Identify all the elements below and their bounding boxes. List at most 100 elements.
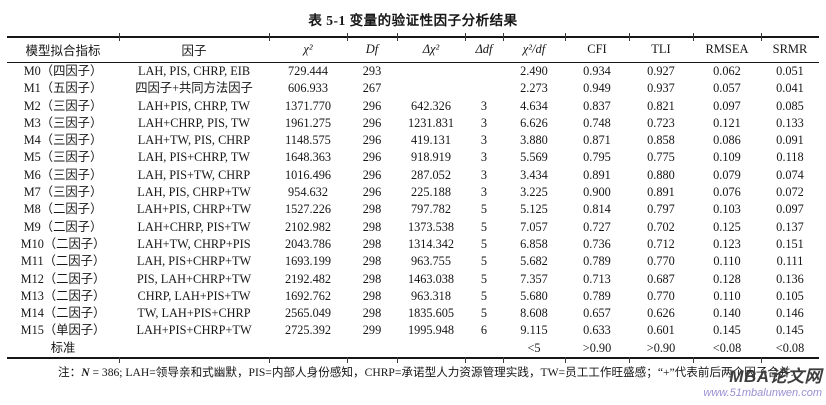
cell-df: 298 — [362, 306, 382, 321]
table-row: M1（五因子） 四因子+共同方法因子 606.933 267 2.273 0.949 0.9… — [7, 80, 819, 97]
cell-rmsea: 0.109 — [713, 150, 741, 165]
table-row: M4（三因子） LAH+TW, PIS, CHRP 1148.575 296 419.1… — [7, 132, 819, 149]
cell-chi2: 606.933 — [288, 81, 328, 96]
cell-ratio: 5.680 — [520, 288, 548, 303]
cell-dchi2: 642.326 — [411, 98, 451, 113]
column-header-chi2: χ² — [268, 34, 347, 63]
table-row: M13（二因子） CHRP, LAH+PIS+TW 1692.762 298 963.3… — [7, 288, 819, 305]
cell-tli: 0.626 — [647, 306, 675, 321]
column-header-srmr: SRMR — [760, 34, 819, 63]
cell-df: 296 — [362, 167, 382, 182]
cell-dchi2: 1835.605 — [407, 306, 455, 321]
cell-cfi: 0.891 — [583, 167, 611, 182]
cell-model: M4（三因子） — [23, 133, 103, 148]
table-body: M0（四因子） LAH, PIS, CHRP, EIB 729.444 293 2.49… — [7, 63, 819, 364]
cell-ratio: 9.115 — [520, 323, 548, 338]
cell-tli: 0.687 — [647, 271, 675, 286]
table-row: M12（二因子） PIS, LAH+CHRP+TW 2192.482 298 1463.… — [7, 271, 819, 288]
cell-factors: CHRP, LAH+PIS+TW — [137, 288, 251, 303]
cell-chi2: 1648.363 — [284, 150, 332, 165]
cell-ratio: 5.125 — [520, 202, 548, 217]
cell-cfi: 0.795 — [583, 150, 611, 165]
cell-ratio: 7.357 — [520, 271, 548, 286]
cell-factors: LAH+PIS, CHRP+TW — [136, 202, 252, 217]
cell-ratio: 5.682 — [520, 254, 548, 269]
table-row: M9（二因子） LAH+CHRP, PIS+TW 2102.982 298 1373.5… — [7, 219, 819, 236]
cell-tli: 0.775 — [647, 150, 675, 165]
column-header-model: 模型拟合指标 — [7, 36, 119, 63]
column-header-df: Df — [346, 34, 397, 63]
cell-dchi2: 918.919 — [411, 150, 451, 165]
table-note: 注：N = 386; LAH=领导亲和式幽默，PIS=内部人身份感知，CHRP=… — [58, 364, 826, 380]
cell-cfi: 0.748 — [583, 115, 611, 130]
cell-ddf: 5 — [480, 288, 488, 303]
cell-srmr: 0.133 — [776, 115, 804, 130]
cell-ratio: 2.273 — [520, 81, 548, 96]
cell-chi2: 2192.482 — [284, 271, 332, 286]
cell-ddf — [465, 80, 503, 97]
standard-cell-ddf — [464, 339, 503, 364]
cell-rmsea: 0.110 — [713, 254, 741, 269]
cell-model: M8（二因子） — [23, 202, 103, 217]
cell-factors: LAH+TW, PIS, CHRP — [137, 133, 251, 148]
cell-ddf: 5 — [480, 202, 488, 217]
cell-dchi2: 225.188 — [411, 185, 451, 200]
standard-cell-rmsea: <0.08 — [692, 339, 761, 364]
cell-srmr: 0.072 — [776, 185, 804, 200]
cell-ratio: 3.880 — [520, 133, 548, 148]
cell-chi2: 1148.575 — [285, 133, 331, 148]
cell-tli: 0.880 — [647, 167, 675, 182]
cell-ratio: 8.608 — [520, 306, 548, 321]
cell-df: 296 — [362, 133, 382, 148]
table-row: M5（三因子） LAH, PIS+CHRP, TW 1648.363 296 918.9… — [7, 149, 819, 166]
cell-ddf: 3 — [480, 98, 488, 113]
cell-chi2: 2102.982 — [284, 219, 332, 234]
cell-srmr: 0.085 — [776, 98, 804, 113]
cell-ddf: 5 — [480, 271, 488, 286]
cell-cfi: 0.871 — [583, 133, 611, 148]
cell-df: 298 — [362, 236, 382, 251]
cell-rmsea: 0.103 — [713, 202, 741, 217]
cell-df: 296 — [362, 185, 382, 200]
standard-cell-cfi: >0.90 — [564, 339, 629, 364]
table-row: M10（二因子） LAH+TW, CHRP+PIS 2043.786 298 1314.… — [7, 236, 819, 253]
cell-cfi: 0.900 — [583, 185, 611, 200]
cell-chi2: 2043.786 — [284, 236, 332, 251]
table-row: M6（三因子） LAH, PIS+TW, CHRP 1016.496 296 287.0… — [7, 167, 819, 184]
cell-tli: 0.937 — [647, 81, 675, 96]
cell-model: M14（二因子） — [20, 306, 106, 321]
cell-rmsea: 0.057 — [713, 81, 741, 96]
cell-srmr: 0.137 — [776, 219, 804, 234]
cell-ratio: 3.225 — [520, 185, 548, 200]
cell-model: M6（三因子） — [23, 167, 103, 182]
table-row: M15（单因子） LAH+PIS+CHRP+TW 2725.392 299 1995.9… — [7, 322, 819, 339]
watermark: MBA论文网 www.51mbalunwen.com — [703, 367, 822, 399]
standard-cell-tli: >0.90 — [628, 339, 693, 364]
cell-ratio: 2.490 — [520, 64, 548, 78]
table-row: M2（三因子） LAH+PIS, CHRP, TW 1371.770 296 642.3… — [7, 98, 819, 115]
cell-srmr: 0.118 — [776, 150, 804, 165]
column-header-dchi2: Δχ² — [396, 34, 465, 63]
standard-row: 标准 <5 >0.90 >0.90 <0.08 <0.08 — [7, 339, 819, 364]
watermark-url: www.51mbalunwen.com — [703, 386, 822, 399]
cell-factors: PIS, LAH+CHRP+TW — [136, 271, 252, 286]
cell-ddf: 6 — [480, 323, 488, 338]
table-header: 模型拟合指标 因子 χ² Df Δχ² Δdf χ²/df CFI TLI RMSEA SRMR — [7, 34, 819, 63]
cell-factors: LAH+PIS, CHRP, TW — [138, 98, 250, 113]
table-row: M3（三因子） LAH+CHRP, PIS, TW 1961.275 296 1231.… — [7, 115, 819, 132]
cell-factors: LAH, PIS+CHRP+TW — [136, 254, 252, 269]
cell-df: 296 — [362, 115, 382, 130]
cell-factors: LAH+PIS+CHRP+TW — [136, 323, 252, 338]
cell-dchi2: 1231.831 — [407, 115, 455, 130]
cell-chi2: 2565.049 — [284, 306, 332, 321]
column-header-ddf: Δdf — [464, 34, 503, 63]
cell-srmr: 0.151 — [776, 236, 804, 251]
cell-chi2: 1692.762 — [284, 288, 332, 303]
cell-model: M0（四因子） — [23, 64, 103, 78]
cell-ratio: 4.634 — [520, 98, 548, 113]
cell-dchi2: 963.755 — [411, 254, 451, 269]
cell-chi2: 1527.226 — [284, 202, 332, 217]
cell-tli: 0.858 — [647, 133, 675, 148]
cell-model: M10（二因子） — [20, 236, 106, 251]
cell-rmsea: 0.140 — [713, 306, 741, 321]
